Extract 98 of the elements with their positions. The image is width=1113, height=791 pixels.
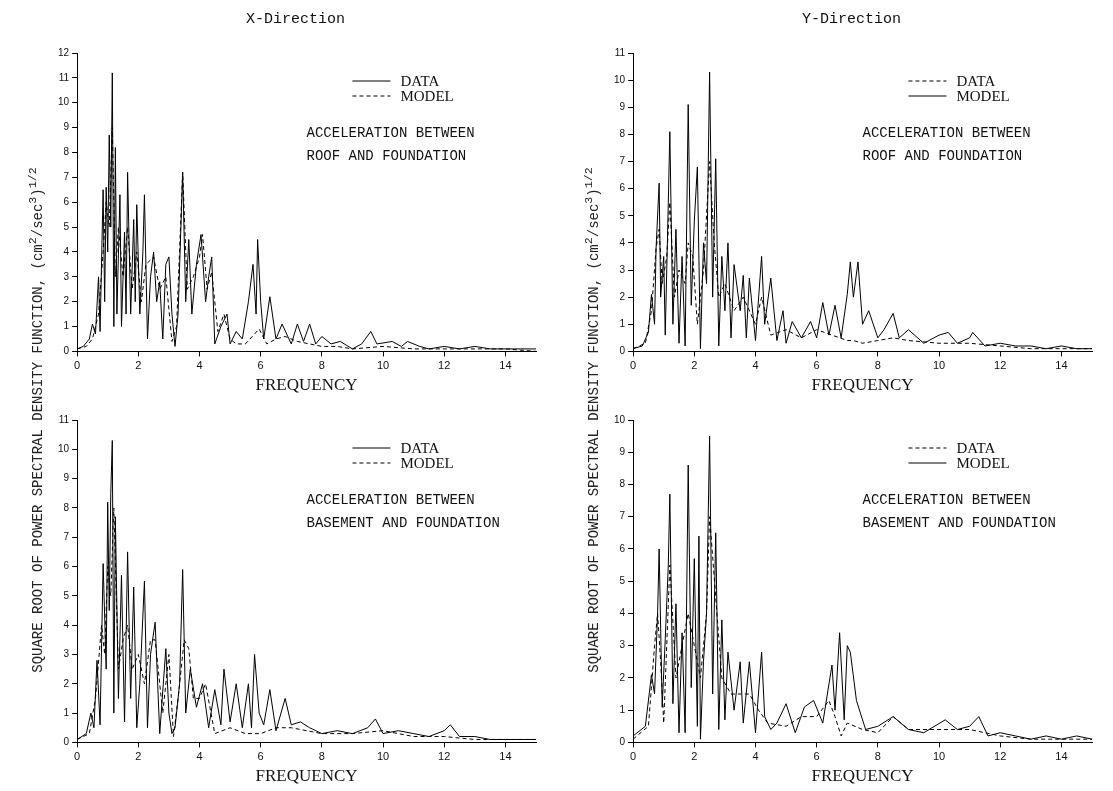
y-tick-label: 1 bbox=[619, 703, 626, 715]
y-tick-label: 2 bbox=[63, 677, 70, 689]
y-tick-label: 4 bbox=[63, 618, 70, 630]
y-tick-label: 0 bbox=[619, 736, 626, 748]
y-tick-label: 3 bbox=[63, 270, 70, 282]
x-tick-label: 10 bbox=[376, 359, 390, 372]
legend-label: MODEL bbox=[956, 87, 1010, 104]
y-tick-label: 12 bbox=[58, 46, 70, 58]
y-tick-label: 1 bbox=[619, 318, 626, 330]
x-tick-label: 10 bbox=[932, 359, 946, 372]
annotation: ACCELERATION BETWEEN ROOF AND FOUNDATION bbox=[862, 124, 1031, 164]
y-tick-label: 10 bbox=[58, 443, 70, 455]
x-axis-title: FREQUENCY bbox=[811, 766, 914, 786]
y-tick-label: 6 bbox=[619, 182, 626, 194]
y-tick-label: 3 bbox=[619, 263, 626, 275]
y-tick-label: 1 bbox=[63, 320, 70, 332]
legend-label: MODEL bbox=[400, 454, 454, 471]
x-tick-label: 14 bbox=[499, 359, 512, 372]
y-tick-label: 4 bbox=[63, 245, 70, 257]
x-tick-label: 2 bbox=[691, 750, 698, 763]
x-tick-label: 12 bbox=[438, 359, 451, 372]
chart-title: Y-Direction bbox=[801, 10, 902, 28]
y-tick-label: 7 bbox=[619, 510, 626, 522]
annotation: ACCELERATION BETWEEN BASEMENT AND FOUNDATION bbox=[306, 491, 500, 531]
x-tick-label: 14 bbox=[1055, 359, 1068, 372]
x-tick-label: 4 bbox=[752, 359, 759, 372]
y-tick-label: 0 bbox=[619, 345, 626, 357]
y-tick-label: 5 bbox=[619, 209, 626, 221]
x-tick-label: 10 bbox=[932, 750, 946, 763]
x-tick-label: 2 bbox=[135, 359, 142, 372]
y-tick-label: 6 bbox=[619, 542, 626, 554]
x-tick-label: 6 bbox=[813, 359, 820, 372]
y-tick-label: 6 bbox=[63, 560, 70, 572]
x-tick-label: 14 bbox=[1055, 750, 1068, 763]
x-tick-label: 8 bbox=[318, 750, 325, 763]
x-tick-label: 6 bbox=[257, 750, 264, 763]
x-tick-label: 10 bbox=[376, 750, 390, 763]
y-tick-label: 9 bbox=[619, 101, 626, 112]
annotation: ACCELERATION BETWEEN BASEMENT AND FOUNDATION bbox=[862, 491, 1056, 531]
x-tick-label: 6 bbox=[813, 750, 820, 763]
x-tick-label: 12 bbox=[994, 750, 1007, 763]
y-tick-label: 4 bbox=[619, 607, 626, 619]
y-tick-label: 3 bbox=[63, 648, 70, 660]
y-tick-label: 5 bbox=[63, 589, 70, 601]
y-tick-label: 8 bbox=[63, 146, 70, 158]
y-tick-label: 5 bbox=[63, 220, 70, 232]
y-tick-label: 8 bbox=[63, 501, 70, 513]
legend-label: DATA bbox=[956, 439, 996, 456]
x-tick-label: 4 bbox=[196, 359, 203, 372]
y-tick-label: 7 bbox=[63, 171, 70, 183]
x-tick-label: 0 bbox=[630, 359, 637, 372]
x-tick-label: 12 bbox=[994, 359, 1007, 372]
y-tick-label: 11 bbox=[58, 413, 70, 425]
legend-label: MODEL bbox=[400, 87, 454, 104]
y-tick-label: 8 bbox=[619, 478, 626, 490]
y-tick-label: 1 bbox=[63, 706, 70, 718]
x-tick-label: 14 bbox=[499, 750, 512, 763]
x-axis-title: FREQUENCY bbox=[811, 375, 914, 395]
x-tick-label: 6 bbox=[257, 359, 264, 372]
x-axis-title: FREQUENCY bbox=[255, 766, 358, 786]
y-tick-label: 0 bbox=[63, 736, 70, 748]
y-tick-label: 5 bbox=[619, 574, 626, 586]
y-tick-label: 2 bbox=[63, 295, 70, 307]
x-tick-label: 4 bbox=[752, 750, 759, 763]
y-tick-label: 6 bbox=[63, 195, 70, 207]
x-axis-title: FREQUENCY bbox=[255, 375, 358, 395]
y-tick-label: 11 bbox=[614, 46, 626, 58]
y-tick-label: 8 bbox=[619, 128, 626, 140]
y-tick-label: 7 bbox=[63, 530, 70, 542]
x-tick-label: 4 bbox=[196, 750, 203, 763]
y-tick-label: 9 bbox=[619, 445, 626, 457]
x-tick-label: 12 bbox=[438, 750, 451, 763]
y-tick-label: 7 bbox=[619, 155, 626, 167]
legend-label: DATA bbox=[956, 72, 996, 89]
y-tick-label: 2 bbox=[619, 290, 626, 302]
x-tick-label: 8 bbox=[318, 359, 325, 372]
y-tick-label: 11 bbox=[58, 71, 70, 83]
y-tick-label: 10 bbox=[614, 413, 626, 425]
x-tick-label: 0 bbox=[74, 359, 81, 372]
x-tick-label: 0 bbox=[630, 750, 637, 763]
y-tick-label: 9 bbox=[63, 121, 70, 133]
y-tick-label: 2 bbox=[619, 671, 626, 683]
x-tick-label: 2 bbox=[691, 359, 698, 372]
annotation: ACCELERATION BETWEEN ROOF AND FOUNDATION bbox=[306, 124, 475, 164]
x-tick-label: 2 bbox=[135, 750, 142, 763]
legend-label: DATA bbox=[400, 439, 440, 456]
y-tick-label: 4 bbox=[619, 236, 626, 248]
y-tick-label: 9 bbox=[63, 472, 70, 484]
y-tick-label: 10 bbox=[58, 96, 70, 108]
legend-label: DATA bbox=[400, 72, 440, 89]
y-tick-label: 0 bbox=[63, 345, 70, 357]
x-tick-label: 8 bbox=[874, 359, 881, 372]
legend-label: MODEL bbox=[956, 454, 1010, 471]
y-tick-label: 3 bbox=[619, 639, 626, 651]
x-tick-label: 0 bbox=[74, 750, 81, 763]
y-tick-label: 10 bbox=[614, 73, 626, 85]
x-tick-label: 8 bbox=[874, 750, 881, 763]
chart-title: X-Direction bbox=[245, 10, 346, 28]
